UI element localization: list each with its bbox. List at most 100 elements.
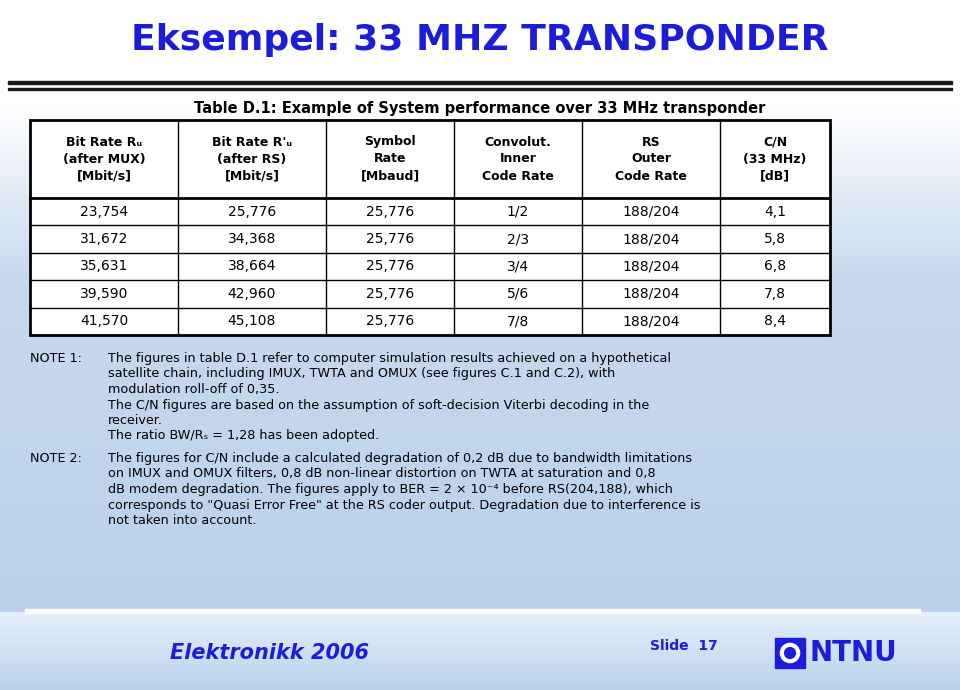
Bar — [0, 630, 960, 631]
Bar — [0, 625, 960, 626]
Text: modulation roll-off of 0,35.: modulation roll-off of 0,35. — [108, 383, 279, 396]
Bar — [0, 84, 960, 85]
Bar — [8, 88, 952, 90]
Bar — [0, 37, 960, 38]
Bar — [0, 677, 960, 678]
Bar — [0, 646, 960, 647]
Bar — [0, 93, 960, 94]
Bar — [0, 558, 960, 559]
Bar — [0, 646, 960, 647]
Bar — [0, 319, 960, 320]
Bar — [0, 141, 960, 142]
Bar — [0, 200, 960, 201]
Bar — [0, 579, 960, 580]
Bar — [0, 489, 960, 490]
Bar — [0, 675, 960, 676]
Bar — [0, 656, 960, 657]
Bar — [0, 415, 960, 416]
Bar — [0, 532, 960, 533]
Bar — [0, 430, 960, 431]
Bar — [0, 661, 960, 662]
Bar — [0, 483, 960, 484]
Bar — [0, 595, 960, 596]
Bar — [0, 29, 960, 30]
Bar — [0, 378, 960, 379]
Bar — [0, 176, 960, 177]
Bar — [0, 534, 960, 535]
Bar — [0, 463, 960, 464]
Bar — [0, 549, 960, 550]
Bar — [0, 398, 960, 399]
Bar — [0, 308, 960, 309]
Bar — [0, 662, 960, 663]
Bar — [0, 187, 960, 188]
Bar — [0, 634, 960, 635]
Bar — [0, 213, 960, 214]
Bar — [0, 231, 960, 232]
Bar — [0, 417, 960, 418]
Text: Symbol
Rate
[Mbaud]: Symbol Rate [Mbaud] — [360, 135, 420, 182]
Bar — [0, 262, 960, 263]
Bar — [0, 440, 960, 441]
Bar — [0, 146, 960, 147]
Bar — [0, 181, 960, 182]
Bar — [0, 202, 960, 203]
Bar — [0, 635, 960, 636]
Bar — [0, 393, 960, 394]
Text: 5/6: 5/6 — [507, 287, 529, 301]
Bar — [0, 565, 960, 566]
Bar — [0, 671, 960, 672]
Bar — [0, 633, 960, 634]
Bar — [0, 381, 960, 382]
Bar — [0, 303, 960, 304]
Text: Convolut.
Inner
Code Rate: Convolut. Inner Code Rate — [482, 135, 554, 182]
Bar — [0, 155, 960, 156]
Bar — [0, 395, 960, 396]
Bar — [0, 124, 960, 125]
Bar — [0, 20, 960, 21]
Bar — [0, 249, 960, 250]
Bar — [0, 196, 960, 197]
Bar — [0, 421, 960, 422]
Bar — [0, 264, 960, 265]
Bar — [0, 304, 960, 305]
Bar — [0, 582, 960, 583]
Bar — [0, 616, 960, 617]
Bar — [0, 649, 960, 650]
Bar — [0, 623, 960, 624]
Text: 5,8: 5,8 — [764, 232, 786, 246]
Bar — [0, 276, 960, 277]
Bar — [0, 195, 960, 196]
Bar — [0, 682, 960, 683]
Bar — [0, 438, 960, 439]
Bar — [0, 662, 960, 663]
Bar — [0, 564, 960, 565]
Bar — [0, 685, 960, 686]
Bar — [0, 254, 960, 255]
Bar — [0, 42, 960, 43]
Bar — [0, 311, 960, 312]
Bar — [0, 191, 960, 192]
Bar — [0, 114, 960, 115]
Bar — [0, 457, 960, 458]
Bar — [0, 153, 960, 154]
Bar — [0, 536, 960, 537]
Text: not taken into account.: not taken into account. — [108, 514, 256, 527]
Bar — [0, 163, 960, 164]
Bar — [0, 291, 960, 292]
Bar — [0, 64, 960, 65]
Bar — [0, 391, 960, 392]
Bar — [0, 49, 960, 50]
Bar — [0, 563, 960, 564]
Bar — [0, 204, 960, 205]
Bar — [0, 296, 960, 297]
Bar — [0, 118, 960, 119]
Bar — [0, 609, 960, 610]
Text: 188/204: 188/204 — [622, 315, 680, 328]
Bar — [0, 207, 960, 208]
Bar — [0, 639, 960, 640]
Bar — [0, 190, 960, 191]
Bar — [0, 633, 960, 634]
Text: 42,960: 42,960 — [228, 287, 276, 301]
Bar — [0, 341, 960, 342]
